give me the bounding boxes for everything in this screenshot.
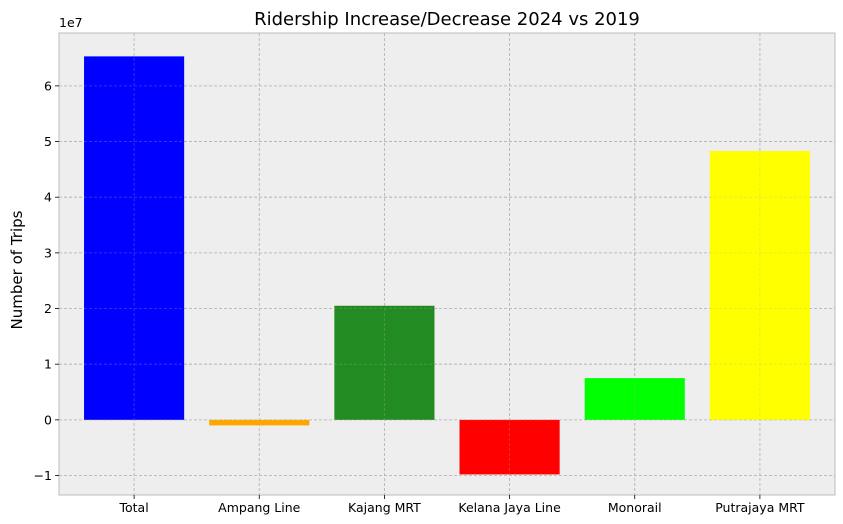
bar-kajang-mrt	[334, 305, 435, 420]
y-tick-label: 6	[44, 78, 52, 93]
x-tick-label: Monorail	[608, 500, 662, 515]
plot-area	[58, 32, 836, 496]
y-tick-label: 0	[44, 412, 52, 427]
axis-ticks: −1 0 1 2 3 4 5 6 Total Ampang Line Kajang MRT Kelan…	[34, 78, 805, 515]
x-tick-label: Ampang Line	[218, 500, 301, 515]
y-axis-label: Number of Trips	[8, 210, 26, 329]
y-tick-label: 4	[44, 190, 52, 205]
y-tick-label: −1	[34, 468, 52, 483]
chart-title: Ridership Increase/Decrease 2024 vs 2019	[254, 9, 640, 30]
y-tick-label: 5	[44, 134, 52, 149]
x-tick-label: Putrajaya MRT	[715, 500, 805, 515]
y-tick-label: 1	[44, 357, 52, 372]
x-tick-label: Kelana Jaya Line	[458, 500, 561, 515]
bar-total	[84, 56, 185, 420]
y-tick-label: 2	[44, 301, 52, 316]
bar-ampang-line	[209, 419, 310, 426]
y-tick-label: 3	[44, 245, 52, 260]
x-tick-label: Total	[118, 500, 148, 515]
bar-monorail	[584, 378, 685, 420]
grid-lines-front	[59, 33, 835, 495]
bars	[84, 56, 810, 475]
bar-putrajaya-mrt	[709, 151, 810, 420]
bar-kelana-jaya-line	[459, 419, 560, 475]
x-tick-label: Kajang MRT	[348, 500, 421, 515]
y-axis-offset-label: 1e7	[59, 15, 83, 30]
